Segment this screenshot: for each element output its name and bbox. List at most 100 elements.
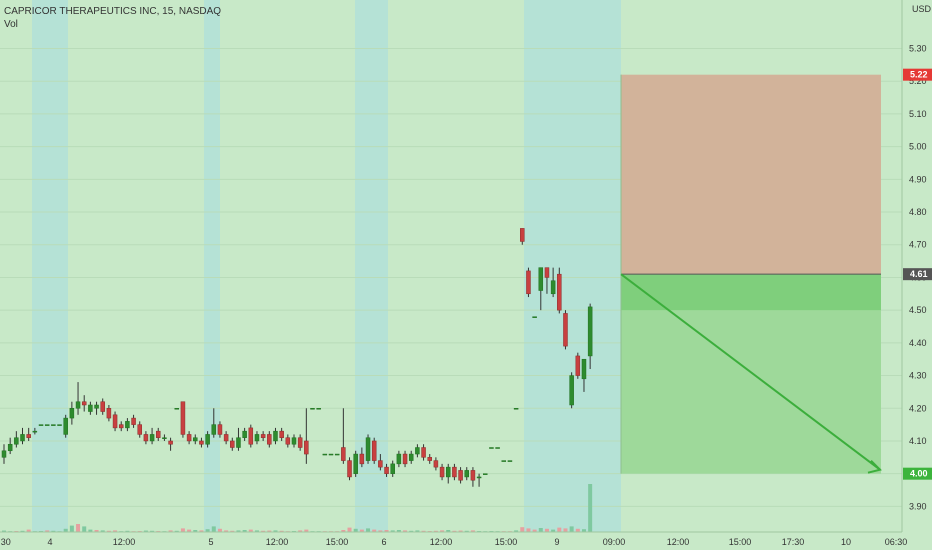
volume-bar — [569, 526, 574, 532]
volume-bar — [187, 529, 192, 532]
candle-body — [118, 424, 124, 429]
volume-bar — [588, 484, 593, 532]
volume-bar — [113, 530, 118, 532]
volume-bar — [532, 529, 537, 532]
candle-body — [520, 228, 525, 242]
volume-bar — [69, 525, 74, 532]
price-tick-label: 5.10 — [909, 109, 927, 119]
candle — [408, 450, 414, 464]
volume-bar — [273, 530, 278, 532]
volume-bar — [217, 528, 222, 532]
candle-body — [334, 453, 340, 456]
volume-bar — [279, 530, 284, 532]
candle — [38, 424, 44, 426]
candle-body — [14, 437, 19, 445]
candle — [513, 408, 519, 410]
candle — [322, 453, 328, 456]
candle — [223, 431, 229, 445]
candle-body — [563, 313, 568, 347]
volume-bar — [45, 530, 50, 532]
candle-body — [495, 447, 500, 449]
time-tick-label: 4:30 — [0, 537, 11, 547]
candle-body — [63, 417, 68, 435]
session-band — [524, 0, 621, 532]
candle-body — [328, 453, 334, 456]
candle — [581, 358, 587, 392]
candle — [390, 460, 395, 477]
candle-body — [402, 453, 408, 465]
candle — [316, 408, 321, 410]
volume-bar — [384, 530, 389, 532]
volume-bar — [94, 530, 99, 532]
candle-body — [439, 466, 445, 478]
volume-bar — [551, 529, 556, 532]
candle-body — [223, 434, 229, 442]
volume-bar — [538, 528, 543, 532]
volume-bar — [174, 530, 179, 532]
candle-body — [174, 408, 180, 410]
volume-bar — [563, 528, 568, 532]
candle — [279, 427, 284, 441]
candle-body — [260, 434, 266, 438]
candle-body — [81, 401, 87, 406]
candle — [125, 418, 130, 432]
candle-body — [550, 280, 556, 295]
candle-body — [452, 466, 457, 478]
candle — [106, 404, 112, 422]
time-tick-label: 15:00 — [729, 537, 752, 547]
volume-bar — [193, 530, 198, 532]
time-tick-label: 6 — [381, 537, 386, 547]
candle — [285, 434, 291, 448]
candle-body — [310, 408, 315, 410]
volume-bar — [403, 530, 408, 532]
candle-body — [575, 355, 581, 376]
candle — [365, 434, 371, 464]
price-tick-label: 4.40 — [909, 338, 927, 348]
volume-indicator-label[interactable]: Vol — [4, 19, 18, 30]
candle-body — [100, 401, 105, 412]
candle — [44, 424, 50, 426]
volume-bar — [199, 530, 204, 532]
candle — [75, 382, 81, 415]
volume-bar — [557, 527, 562, 532]
price-tick-label: 5.00 — [909, 142, 927, 152]
volume-bar — [242, 530, 247, 532]
candle-body — [445, 466, 451, 478]
volume-bar — [248, 529, 253, 532]
candle-body — [112, 414, 118, 429]
volume-bar — [458, 530, 463, 532]
time-tick-label: 17:30 — [782, 537, 805, 547]
candle-body — [538, 267, 544, 291]
volume-bar — [224, 530, 229, 532]
candle-body — [359, 453, 365, 465]
candle-body — [408, 453, 414, 461]
candle — [347, 457, 352, 481]
candle — [267, 431, 272, 448]
candle — [569, 372, 574, 409]
candle — [211, 408, 217, 438]
time-tick-label: 12:00 — [667, 537, 690, 547]
candle-body — [297, 437, 303, 448]
candle — [421, 444, 426, 461]
candle — [427, 454, 432, 464]
volume-bar — [236, 530, 241, 532]
candle-body — [125, 421, 130, 429]
candle — [236, 427, 241, 451]
candle — [291, 434, 297, 448]
arrow-head — [867, 459, 882, 474]
candle — [445, 463, 451, 484]
profit-progress-zone — [621, 274, 881, 311]
candle-body — [88, 404, 93, 412]
price-tick-label: 4.50 — [909, 305, 927, 315]
candle-body — [273, 430, 278, 442]
volume-bar — [544, 528, 549, 532]
candle — [205, 431, 210, 448]
candle-body — [51, 424, 56, 426]
candle-body — [186, 434, 192, 442]
volume-bar — [106, 530, 111, 532]
candle-body — [544, 267, 550, 278]
volume-bar — [415, 530, 420, 532]
volume-bar — [446, 530, 451, 532]
